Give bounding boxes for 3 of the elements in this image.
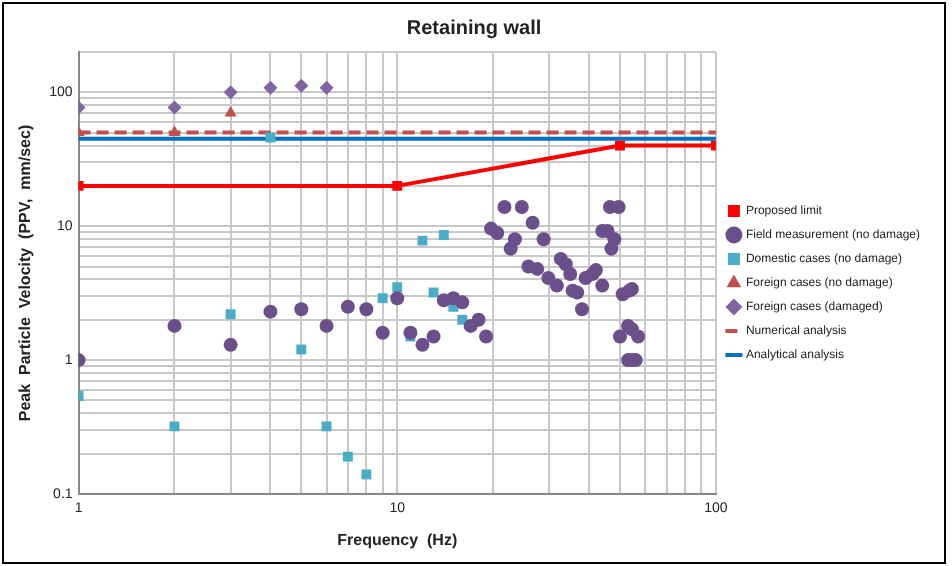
x-axis-title: Frequency (Hz) <box>337 530 458 549</box>
y-axis-title: Peak Particle Velocity (PPV, mm/sec) <box>16 124 35 422</box>
chart-title: Retaining wall <box>406 17 542 40</box>
